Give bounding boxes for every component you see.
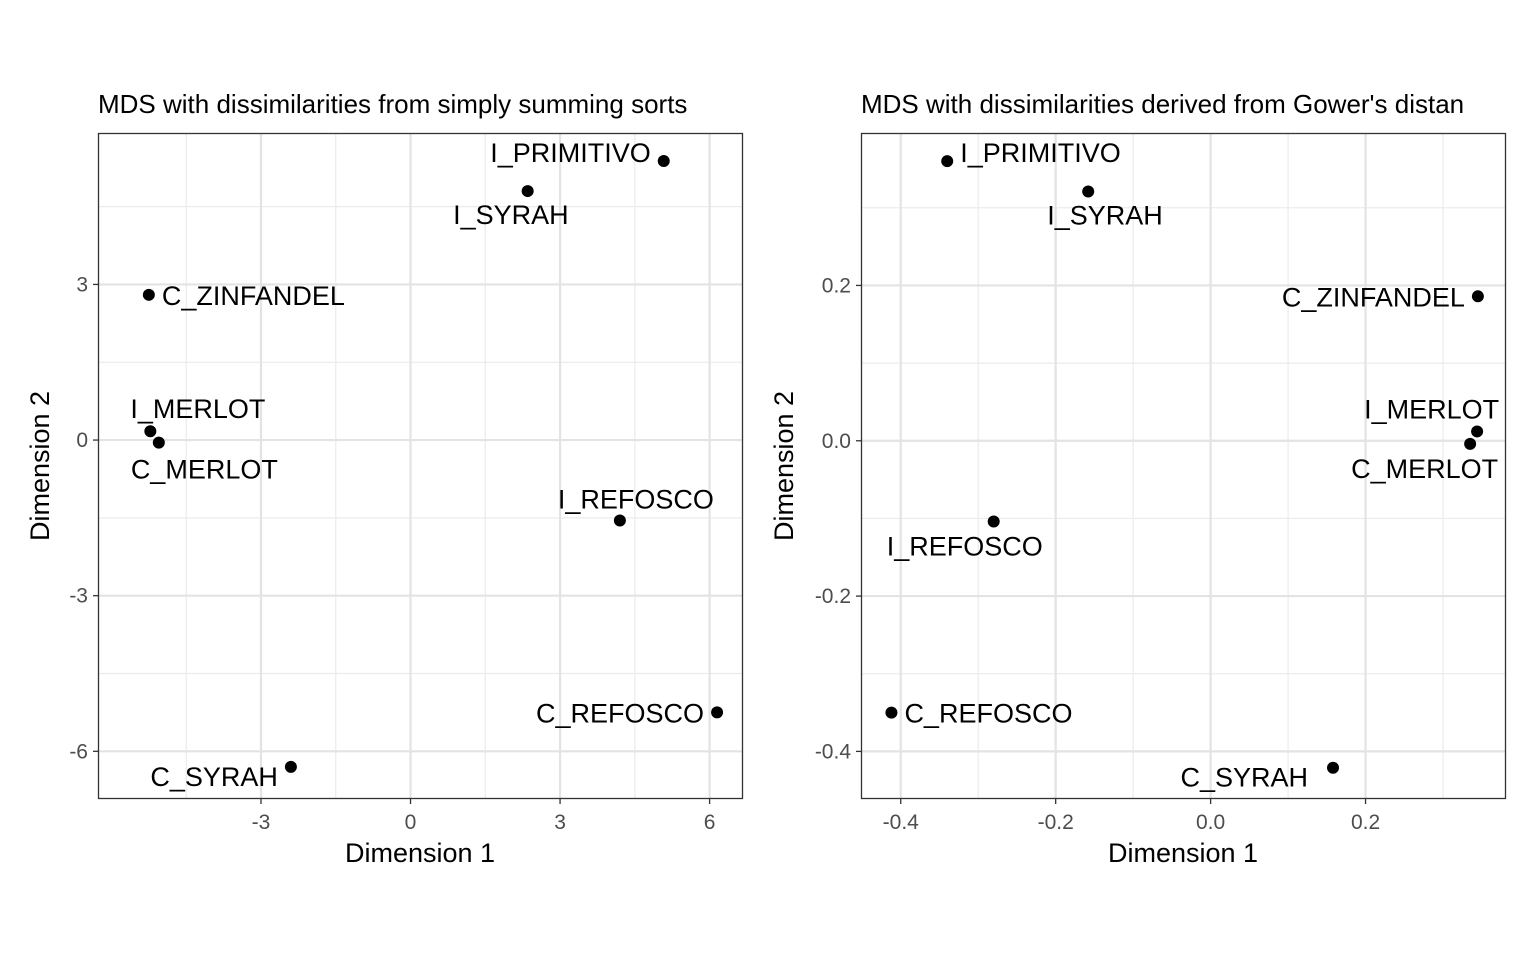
y-tick-label: 0.2 bbox=[822, 274, 851, 297]
x-tick-label: -3 bbox=[252, 811, 271, 834]
point-i-primitivo bbox=[657, 154, 670, 167]
point-label-c-merlot: C_MERLOT bbox=[131, 455, 278, 485]
right-chart-title: MDS with dissimilarities derived from Go… bbox=[861, 89, 1464, 119]
point-label-i-merlot: I_MERLOT bbox=[1364, 394, 1499, 424]
left-points: I_PRIMITIVO I_SYRAH C_ZINFANDEL I_MERLOT C_M… bbox=[130, 138, 724, 792]
point-i-syrah bbox=[1082, 185, 1095, 198]
x-tick-label: 0.2 bbox=[1351, 811, 1380, 834]
point-i-merlot bbox=[144, 425, 157, 438]
point-c-zinfandel bbox=[142, 288, 155, 301]
left-scatter-panel: MDS with dissimilarities from simply sum… bbox=[25, 89, 744, 868]
x-tick-label: 0 bbox=[405, 811, 417, 834]
y-tick-label: 0.0 bbox=[822, 430, 851, 453]
left-chart-title: MDS with dissimilarities from simply sum… bbox=[98, 89, 687, 119]
y-tick-label: -6 bbox=[69, 740, 88, 763]
point-c-syrah bbox=[1327, 761, 1340, 774]
point-i-merlot bbox=[1471, 425, 1484, 438]
point-c-refosco bbox=[885, 706, 898, 719]
y-tick-label: 3 bbox=[76, 273, 88, 296]
point-label-c-merlot: C_MERLOT bbox=[1351, 454, 1498, 484]
right-ticks: -0.4 -0.2 0.0 0.2 -0.4 -0.2 0.0 0.2 bbox=[815, 274, 1380, 834]
left-ticks: -3 0 3 6 -6 -3 0 3 bbox=[69, 273, 715, 834]
point-label-c-refosco: C_REFOSCO bbox=[536, 698, 704, 728]
point-label-i-refosco: I_REFOSCO bbox=[887, 532, 1043, 562]
point-i-primitivo bbox=[941, 155, 954, 168]
y-tick-label: -0.2 bbox=[815, 585, 851, 608]
point-i-refosco bbox=[613, 514, 626, 527]
point-c-merlot bbox=[1464, 437, 1477, 450]
x-tick-label: -0.2 bbox=[1038, 811, 1074, 834]
right-grid bbox=[862, 134, 1505, 798]
point-label-i-primitivo: I_PRIMITIVO bbox=[960, 138, 1121, 168]
point-c-syrah bbox=[284, 760, 297, 773]
right-panel-border bbox=[860, 132, 1507, 800]
right-points: I_PRIMITIVO I_SYRAH C_ZINFANDEL I_MERLOT C_M… bbox=[885, 138, 1499, 793]
point-label-i-syrah: I_SYRAH bbox=[453, 200, 569, 230]
point-label-c-zinfandel: C_ZINFANDEL bbox=[1282, 282, 1465, 312]
point-i-syrah bbox=[521, 185, 534, 198]
point-c-refosco bbox=[711, 706, 724, 719]
right-y-axis-title: Dimension 2 bbox=[769, 391, 799, 541]
point-i-refosco bbox=[987, 515, 1000, 528]
left-panel-border bbox=[97, 132, 744, 800]
x-tick-label: 3 bbox=[554, 811, 566, 834]
x-tick-label: 6 bbox=[704, 811, 716, 834]
y-tick-label: -0.4 bbox=[815, 740, 852, 763]
left-grid bbox=[99, 134, 742, 798]
point-label-c-refosco: C_REFOSCO bbox=[904, 699, 1072, 729]
point-label-i-primitivo: I_PRIMITIVO bbox=[490, 138, 651, 168]
y-tick-label: 0 bbox=[76, 429, 88, 452]
point-c-merlot bbox=[152, 436, 165, 449]
point-label-i-merlot: I_MERLOT bbox=[130, 394, 265, 424]
point-label-c-zinfandel: C_ZINFANDEL bbox=[162, 281, 345, 311]
point-c-zinfandel bbox=[1471, 290, 1484, 303]
x-tick-label: 0.0 bbox=[1196, 811, 1225, 834]
point-label-c-syrah: C_SYRAH bbox=[150, 762, 278, 792]
right-x-axis-title: Dimension 1 bbox=[1108, 838, 1258, 868]
right-scatter-panel: MDS with dissimilarities derived from Go… bbox=[769, 89, 1507, 868]
y-tick-label: -3 bbox=[69, 585, 88, 608]
point-label-i-syrah: I_SYRAH bbox=[1047, 200, 1163, 230]
point-label-i-refosco: I_REFOSCO bbox=[558, 484, 714, 514]
left-y-axis-title: Dimension 2 bbox=[25, 391, 55, 541]
x-tick-label: -0.4 bbox=[883, 811, 920, 834]
left-x-axis-title: Dimension 1 bbox=[345, 838, 495, 868]
point-label-c-syrah: C_SYRAH bbox=[1180, 763, 1308, 793]
